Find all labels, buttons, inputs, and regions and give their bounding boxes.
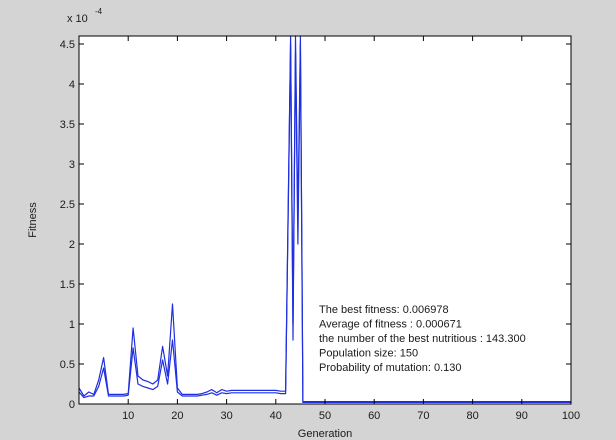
x-tick-label: 10	[122, 410, 134, 422]
plot-area	[79, 36, 571, 404]
x-tick-label: 30	[220, 410, 232, 422]
x-tick-label: 50	[319, 410, 331, 422]
y-tick-label: 4	[69, 79, 75, 91]
annotation-line: The best fitness: 0.006978	[319, 304, 449, 316]
annotation-block: The best fitness: 0.006978 Average of fit…	[319, 304, 526, 374]
x-tick-label: 20	[171, 410, 183, 422]
annotation-line: Probability of mutation: 0.130	[319, 362, 461, 374]
y-tick-label: 2.5	[60, 199, 75, 211]
y-tick-label: 3.5	[60, 119, 75, 131]
x-tick-label: 40	[270, 410, 282, 422]
annotation-line: Population size: 150	[319, 348, 418, 360]
x-tick-label: 60	[368, 410, 380, 422]
y-tick-label: 0.5	[60, 359, 75, 371]
annotation-line: the number of the best nutritious : 143.…	[319, 333, 526, 345]
axis-ticks: 10 20 30 40 50 60 70 80 90 100 0 0.5 1 1.5 2 2.5 3 3.5 4 4.…	[60, 36, 580, 422]
y-tick-label: 0	[69, 399, 75, 411]
data-lines	[78, 35, 571, 403]
series-line-1	[78, 43, 571, 403]
x-tick-label: 80	[466, 410, 478, 422]
y-tick-label: 2	[69, 239, 75, 251]
y-exponent-power: -4	[95, 7, 103, 16]
y-tick-label: 4.5	[60, 39, 75, 51]
y-axis-label: Fitness	[27, 202, 39, 238]
x-axis-label: Generation	[298, 428, 352, 440]
y-tick-label: 1	[69, 319, 75, 331]
x-tick-label: 90	[516, 410, 528, 422]
x-tick-label: 100	[562, 410, 580, 422]
y-exponent-base: x 10	[67, 13, 88, 25]
annotation-line: Average of fitness : 0.000671	[319, 319, 462, 331]
y-tick-label: 1.5	[60, 279, 75, 291]
x-tick-label: 70	[417, 410, 429, 422]
y-tick-label: 3	[69, 159, 75, 171]
